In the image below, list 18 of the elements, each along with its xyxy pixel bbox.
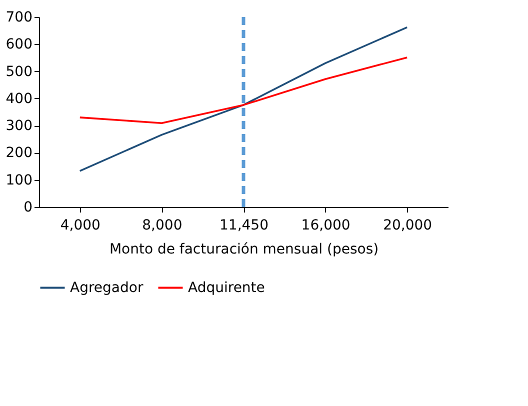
legend-label: Agregador [70,280,144,296]
x-tick-label: 20,000 [383,218,432,234]
x-tick-label: 8,000 [142,218,182,234]
y-tick-label: 100 [6,172,32,188]
legend-label: Adquirente [188,280,265,296]
y-tick-label: 400 [6,90,32,107]
x-axis-title: Monto de facturación mensual (pesos) [109,242,379,258]
y-tick-label: 600 [6,36,32,53]
x-tick-label: 16,000 [301,218,350,234]
y-tick-label: 700 [6,10,32,26]
x-tick-label: 4,000 [60,218,100,234]
y-tick-label: 0 [24,200,32,216]
y-tick-label: 500 [6,64,32,80]
line-series [79,26,408,172]
line-series [79,56,408,124]
y-tick-label: 200 [6,145,32,162]
x-tick-label: 11,450 [220,218,268,234]
y-tick-label: 300 [6,118,32,134]
